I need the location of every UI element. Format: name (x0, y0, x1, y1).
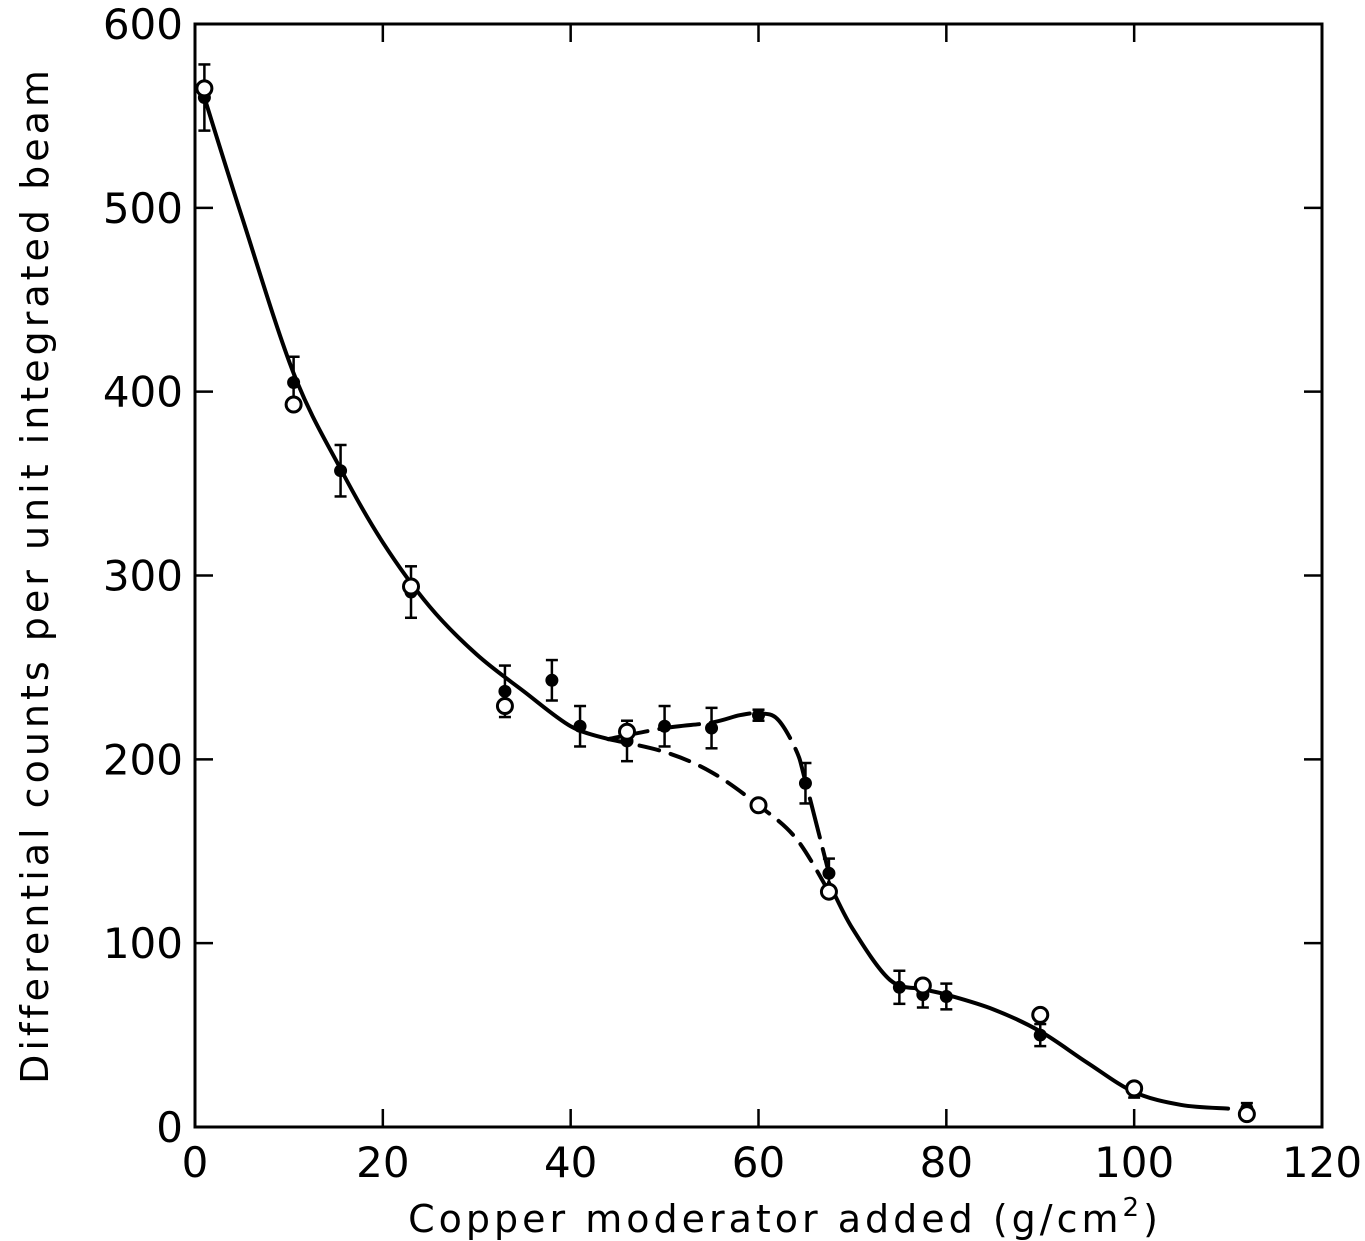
y-axis-title: Differential counts per unit integrated … (13, 66, 57, 1084)
data-point-open (618, 722, 637, 741)
data-point-open (195, 79, 214, 98)
x-tick-label: 40 (544, 1138, 597, 1187)
x-tick-label: 0 (182, 1138, 209, 1187)
data-point-open (495, 697, 514, 716)
data-point-filled (939, 989, 953, 1003)
plot-frame (193, 22, 1324, 1129)
data-point-filled (822, 866, 836, 880)
data-point-open (913, 976, 932, 995)
data-point-filled (287, 375, 301, 389)
fit-curve-dashed (606, 711, 831, 876)
data-point-filled (1033, 1028, 1047, 1042)
x-tick-label: 20 (356, 1138, 409, 1187)
error-bars-layer (198, 63, 1253, 1116)
data-point-open (1237, 1105, 1256, 1124)
data-point-filled (545, 673, 559, 687)
data-point-filled (892, 980, 906, 994)
x-tick-label: 60 (732, 1138, 785, 1187)
y-tick-label: 200 (103, 735, 183, 784)
fit-curve-solid (202, 95, 611, 742)
fit-curve-dashed (606, 737, 831, 894)
data-point-filled (573, 719, 587, 733)
data-point-filled (658, 719, 672, 733)
y-tick-label: 0 (156, 1103, 183, 1152)
data-point-filled (498, 684, 512, 698)
data-point-filled (705, 721, 719, 735)
x-axis-title-main: Copper moderator added (g/cm (408, 1197, 1122, 1241)
tick-labels-layer: 0 20 40 60 80 100 120 0 100 200 300 400 500 600 (103, 0, 1362, 1187)
data-point-open (402, 577, 421, 596)
data-point-open (1125, 1079, 1144, 1098)
x-axis-title-superscript: 2 (1123, 1193, 1144, 1223)
data-point-open (749, 796, 768, 815)
x-tick-label: 120 (1282, 1138, 1362, 1187)
data-point-filled (334, 464, 348, 478)
y-tick-label: 400 (103, 368, 183, 417)
points-layer (195, 79, 1256, 1124)
ticks-layer (193, 22, 1324, 1129)
y-tick-label: 300 (103, 552, 183, 601)
data-point-open (819, 882, 838, 901)
x-tick-label: 80 (920, 1138, 973, 1187)
y-tick-label: 100 (103, 919, 183, 968)
data-point-open (1031, 1005, 1050, 1024)
data-point-filled (798, 776, 812, 790)
x-axis-title: Copper moderator added (g/cm2) (408, 1193, 1162, 1241)
data-point-open (284, 395, 303, 414)
y-tick-label: 600 (103, 0, 183, 49)
data-point-filled (752, 708, 765, 722)
fit-curve-solid (826, 880, 1231, 1111)
x-axis-title-end: ) (1143, 1197, 1162, 1241)
x-tick-label: 100 (1094, 1138, 1174, 1187)
y-tick-label: 500 (103, 184, 183, 233)
curves-layer (202, 95, 1231, 1111)
